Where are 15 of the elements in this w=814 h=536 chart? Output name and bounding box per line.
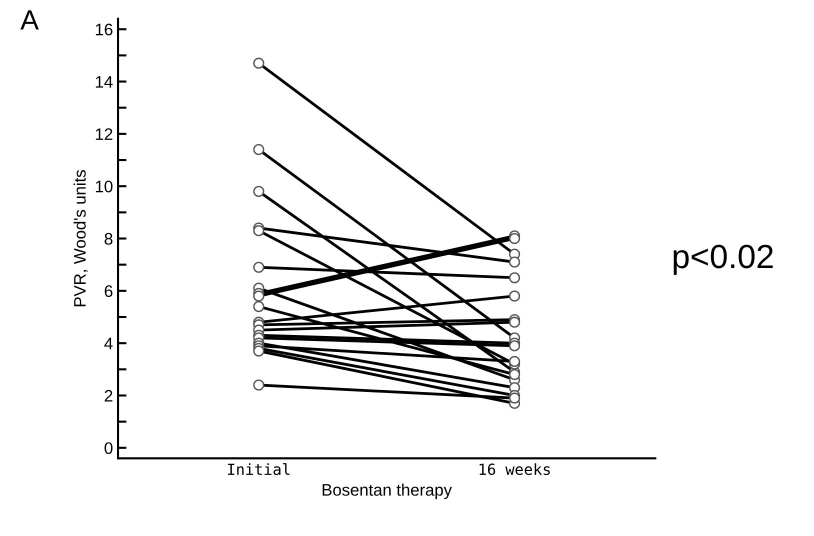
x-tick-label: 16 weeks <box>480 463 550 476</box>
y-tick-label: 6 <box>104 285 112 298</box>
y-tick-label: 14 <box>96 76 113 88</box>
x-axis-title: Bosentan therapy <box>322 484 452 500</box>
y-tick-label: 10 <box>96 180 113 192</box>
y-axis-title: PVR, Wood's units <box>74 170 88 306</box>
text: p<0.02 <box>674 244 773 275</box>
y-tick-label: 2 <box>104 390 112 402</box>
y-tick-label: 4 <box>104 338 113 350</box>
text: A <box>20 10 39 30</box>
y-tick-label: 0 <box>104 442 113 454</box>
y-tick-label: 12 <box>96 128 112 140</box>
y-tick-label: 8 <box>104 232 112 245</box>
y-tick-label: 16 <box>96 24 112 36</box>
x-tick-label: Initial <box>228 463 290 476</box>
